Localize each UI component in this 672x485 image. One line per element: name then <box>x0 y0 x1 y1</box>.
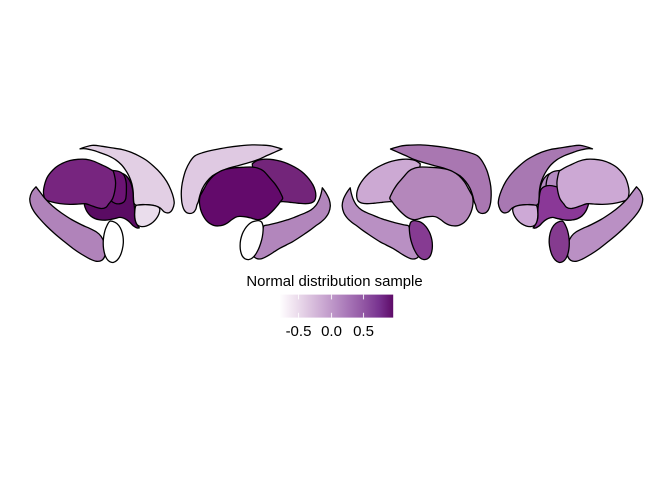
svg-text:Normal distribution sample: Normal distribution sample <box>246 274 422 290</box>
svg-text:0.5: 0.5 <box>353 323 374 340</box>
svg-text:0.0: 0.0 <box>321 323 342 340</box>
svg-text:-0.5: -0.5 <box>286 323 312 340</box>
